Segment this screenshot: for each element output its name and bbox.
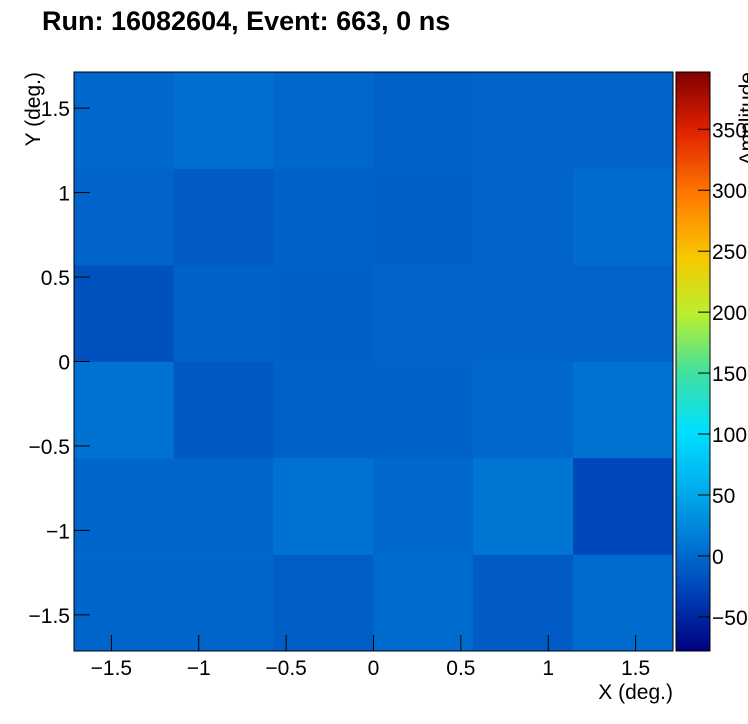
heatmap-cell <box>173 71 274 169</box>
chart-title: Run: 16082604, Event: 663, 0 ns <box>42 6 450 36</box>
z-tick-label: 200 <box>712 302 747 325</box>
x-tick-label: 1 <box>542 657 554 680</box>
heatmap-cell <box>273 71 374 169</box>
heatmap-cell <box>73 71 175 169</box>
heatmap-cell <box>73 554 175 652</box>
heatmap-cell <box>572 554 674 652</box>
z-tick-label: 50 <box>712 485 735 508</box>
z-tick-label: −50 <box>712 607 748 630</box>
y-axis-title: Y (deg.) <box>22 72 45 146</box>
heatmap-cell <box>73 168 175 266</box>
heatmap-cell <box>173 554 274 652</box>
heatmap-cell <box>572 457 674 555</box>
colorbar <box>675 71 711 652</box>
x-tick-label: 0.5 <box>446 657 475 680</box>
heatmap-cell <box>373 168 474 266</box>
heatmap-cell <box>173 168 274 266</box>
heatmap-cell <box>273 361 374 459</box>
heatmap-cell <box>373 361 474 459</box>
heatmap-cell <box>572 264 674 362</box>
heatmap-cell <box>173 457 274 555</box>
heatmap-cell <box>273 554 374 652</box>
x-tick-label: 0 <box>368 657 380 680</box>
heatmap-cell <box>572 168 674 266</box>
heatmap-cell <box>173 264 274 362</box>
z-tick-label: 350 <box>712 119 747 142</box>
z-tick-label: 250 <box>712 241 747 264</box>
heatmap-cell <box>572 71 674 169</box>
heatmap-cell <box>173 361 274 459</box>
z-tick-label: 100 <box>712 424 747 447</box>
heatmap-cell <box>273 457 374 555</box>
heatmap-cell <box>473 554 574 652</box>
y-tick-label: −0.5 <box>29 436 70 459</box>
heatmap-cell <box>473 71 574 169</box>
y-tick-label: 1.5 <box>41 98 70 121</box>
y-tick-label: 0 <box>58 352 70 375</box>
y-tick-label: 0.5 <box>41 267 70 290</box>
heatmap-cell <box>473 361 574 459</box>
heatmap-cell <box>73 361 175 459</box>
x-tick-label: 1.5 <box>621 657 650 680</box>
x-tick-label: −1 <box>187 657 211 680</box>
x-axis-title: X (deg.) <box>598 681 673 704</box>
z-tick-label: 150 <box>712 363 747 386</box>
y-tick-label: −1.5 <box>29 605 70 628</box>
heatmap-cell <box>73 457 175 555</box>
z-tick-label: 0 <box>712 546 724 569</box>
heatmap-cell <box>473 264 574 362</box>
heatmap-cell <box>373 71 474 169</box>
x-tick-label: −1.5 <box>91 657 132 680</box>
heatmap-cell <box>373 264 474 362</box>
z-tick-label: 300 <box>712 180 747 203</box>
heatmap-cell <box>473 457 574 555</box>
heatmap-cell <box>373 554 474 652</box>
x-tick-label: −0.5 <box>265 657 306 680</box>
heatmap-cell <box>373 457 474 555</box>
heatmap-cell <box>273 168 374 266</box>
heatmap-cell <box>273 264 374 362</box>
heatmap-cell <box>473 168 574 266</box>
y-tick-label: −1 <box>46 520 70 543</box>
y-tick-label: 1 <box>58 183 70 206</box>
z-axis-title: Amplitude <box>736 72 748 165</box>
heatmap-cell <box>572 361 674 459</box>
heatmap-cell <box>73 264 175 362</box>
